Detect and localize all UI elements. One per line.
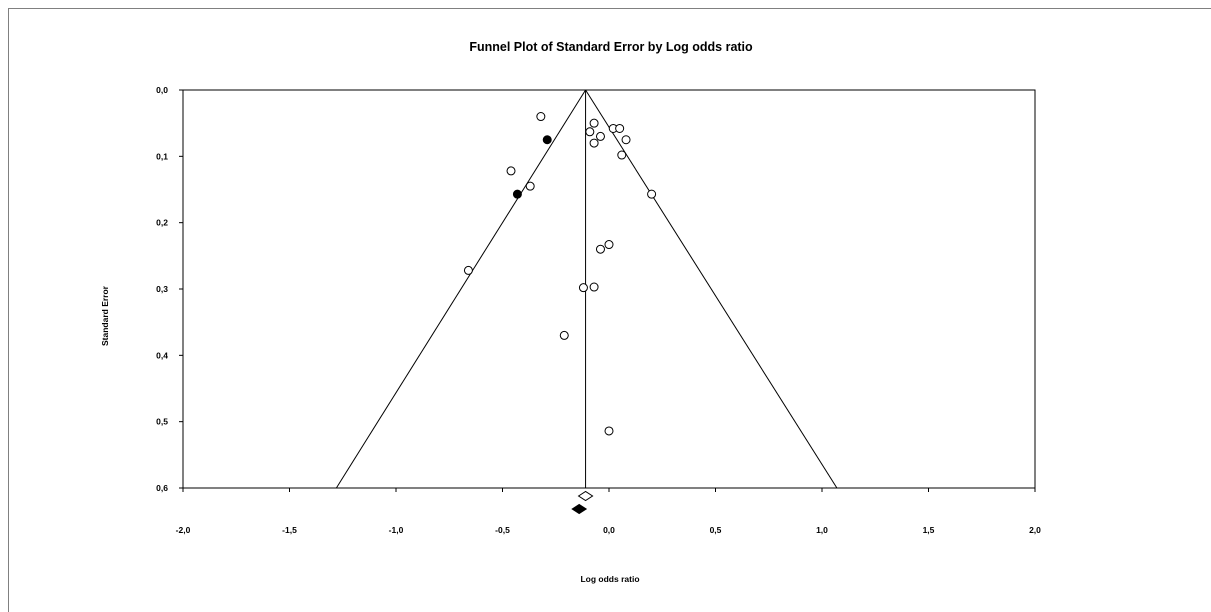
open-point (464, 266, 472, 274)
y-axis: 0,0 0,1 0,2 0,3 0,4 0,5 0,6 (156, 85, 183, 493)
open-point (596, 132, 604, 140)
summary-diamond-open (579, 492, 593, 501)
open-point (586, 128, 594, 136)
x-axis: -2,0 -1,5 -1,0 -0,5 0,0 0,5 1,0 1,5 2,0 (176, 488, 1042, 535)
x-tick-label: 1,0 (816, 525, 828, 535)
chart-title: Funnel Plot of Standard Error by Log odd… (469, 40, 753, 54)
y-tick-label: 0,3 (156, 284, 168, 294)
x-tick-label: -1,0 (389, 525, 404, 535)
filled-point (513, 190, 521, 198)
y-tick-label: 0,4 (156, 350, 168, 360)
open-point (648, 190, 656, 198)
x-tick-label: 1,5 (923, 525, 935, 535)
x-tick-label: -2,0 (176, 525, 191, 535)
x-tick-label: 0,5 (710, 525, 722, 535)
open-point (579, 284, 587, 292)
open-point (590, 139, 598, 147)
open-point (590, 119, 598, 127)
funnel-right-line (586, 90, 837, 488)
summary-diamonds (572, 492, 592, 514)
open-point (507, 167, 515, 175)
y-tick-label: 0,0 (156, 85, 168, 95)
open-point (596, 245, 604, 253)
y-tick-label: 0,5 (156, 417, 168, 427)
filled-point (543, 136, 551, 144)
y-axis-label: Standard Error (100, 285, 110, 346)
open-point (605, 427, 613, 435)
open-point (590, 283, 598, 291)
y-tick-label: 0,1 (156, 151, 168, 161)
x-tick-label: -1,5 (282, 525, 297, 535)
funnel-left-line (336, 90, 585, 488)
open-point (537, 113, 545, 121)
open-point (526, 182, 534, 190)
data-points (464, 113, 655, 435)
x-tick-label: 2,0 (1029, 525, 1041, 535)
x-axis-label: Log odds ratio (580, 574, 639, 584)
open-point (560, 331, 568, 339)
open-point (622, 136, 630, 144)
y-tick-label: 0,6 (156, 483, 168, 493)
summary-diamond-filled (572, 505, 586, 514)
x-tick-label: -0,5 (495, 525, 510, 535)
y-tick-label: 0,2 (156, 218, 168, 228)
x-tick-label: 0,0 (603, 525, 615, 535)
open-point (605, 241, 613, 249)
open-point (618, 151, 626, 159)
open-point (616, 124, 624, 132)
